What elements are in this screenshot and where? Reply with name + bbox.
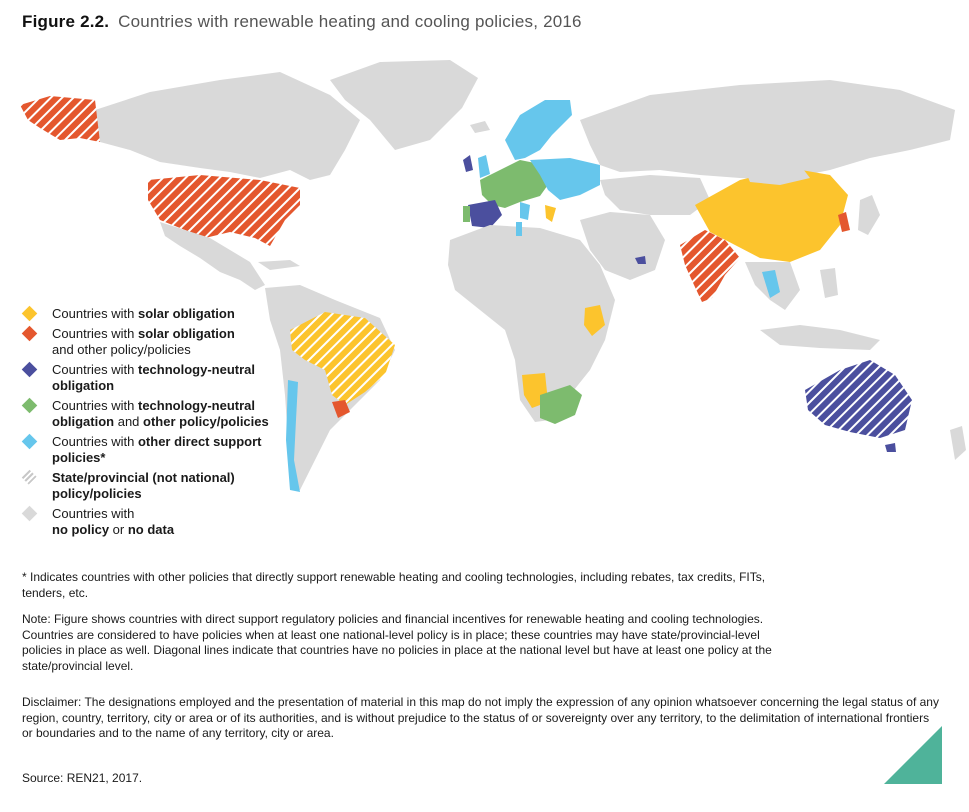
canada [95,72,360,180]
chile [286,380,300,492]
figure-label: Figure 2.2. [22,12,110,31]
china [695,168,848,262]
italy [520,202,530,220]
uk-ireland [463,155,473,172]
brazil [290,312,395,405]
greece [545,205,556,222]
mongolia [745,165,810,185]
legend-no-policy: Countries with no policy or no data [21,505,292,538]
corner-triangle-icon [884,726,942,784]
legend-tech-neutral: Countries with technology-neutral obliga… [21,361,292,394]
alaska [20,96,100,142]
legend-swatch-solar [21,305,38,322]
india [680,230,740,302]
iceland [470,121,490,133]
australia [805,360,912,438]
disclaimer-text: Disclaimer: The designations employed an… [22,695,939,740]
tasmania [885,443,896,452]
thailand [762,270,780,298]
europe-blue [530,158,600,200]
scandinavia [505,100,572,160]
legend-swatch-state [21,469,38,486]
figure-title: Figure 2.2. Countries with renewable hea… [22,12,582,32]
uae [635,256,646,264]
iberia [468,200,502,228]
note-text: Note: Figure shows countries with direct… [22,612,772,673]
legend-state-provincial: State/provincial (not national) policy/p… [21,469,292,502]
legend-swatch-other [21,433,38,450]
footnote: * Indicates countries with other policie… [22,570,766,600]
uk [478,155,490,178]
africa [448,225,615,422]
korea [838,212,850,232]
mexico [160,222,265,290]
caribbean [258,260,300,270]
legend-solar-plus-other: Countries with solar obligation and othe… [21,325,292,358]
figure-title-text: Countries with renewable heating and coo… [118,12,582,31]
legend-other-direct: Countries with other direct support poli… [21,433,292,466]
map-legend: Countries with solar obligation Countrie… [21,305,292,542]
legend-swatch-tech-other [21,397,38,414]
legend-solar-obligation: Countries with solar obligation [21,305,292,322]
legend-swatch-solar-other [21,325,38,342]
legend-swatch-none [21,505,38,522]
kenya [584,305,605,336]
world-map [20,60,966,492]
usa [148,175,300,246]
russia [580,80,955,180]
philippines [820,268,838,298]
new-zealand [950,426,966,460]
indonesia [760,325,880,350]
tunisia [516,222,522,236]
europe-green [480,160,550,208]
legend-tech-neutral-plus-other: Countries with technology-neutral obliga… [21,397,292,430]
uruguay [332,400,350,418]
portugal [463,206,470,222]
south-africa [540,385,582,424]
source-text: Source: REN21, 2017. [22,771,143,785]
japan [858,195,880,235]
legend-swatch-tech [21,361,38,378]
central-asia [600,175,710,215]
greenland [330,60,478,150]
